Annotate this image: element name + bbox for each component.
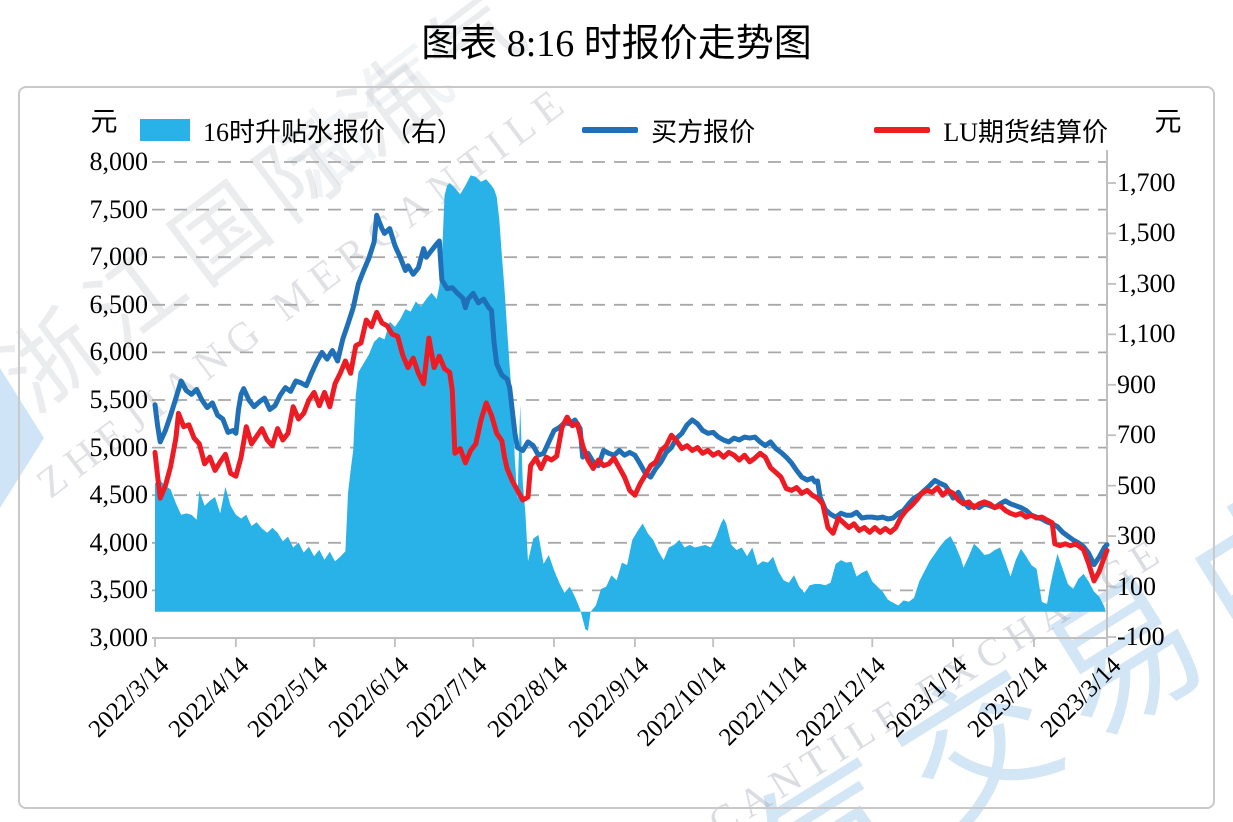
legend-label-lu: LU期货结算价 — [943, 117, 1108, 147]
legend-swatch-area-icon — [140, 119, 190, 141]
left-tick-label: 4,000 — [89, 527, 149, 557]
left-tick-label: 3,000 — [89, 623, 149, 652]
legend-item-premium: 16时升贴水报价（右） — [140, 112, 463, 149]
legend: 16时升贴水报价（右） 买方报价 LU期货结算价 — [140, 112, 1108, 148]
left-tick-label: 6,500 — [89, 289, 149, 319]
left-tick-label: 4,500 — [89, 480, 149, 510]
right-tick-label: 500 — [1117, 470, 1156, 500]
left-tick-label: 8,000 — [89, 147, 149, 176]
right-tick-label: 1,300 — [1117, 268, 1176, 298]
legend-label-premium: 16时升贴水报价（右） — [203, 117, 464, 147]
left-tick-label: 7,500 — [89, 194, 149, 224]
left-tick-label: 7,000 — [89, 242, 149, 272]
right-axis-unit: 元 — [1154, 107, 1182, 137]
right-tick-label: 1,100 — [1117, 319, 1176, 349]
right-tick-label: 1,500 — [1117, 218, 1176, 248]
legend-item-buyer: 买方报价 — [582, 112, 755, 149]
legend-label-buyer: 买方报价 — [651, 117, 756, 147]
chart-card — [18, 86, 1215, 809]
legend-swatch-line-icon — [874, 127, 931, 133]
legend-item-lu: LU期货结算价 — [874, 112, 1108, 149]
left-tick-label: 3,500 — [89, 575, 149, 605]
right-tick-label: -100 — [1117, 622, 1165, 651]
right-tick-label: 900 — [1117, 369, 1156, 399]
left-tick-label: 5,500 — [89, 385, 149, 414]
left-tick-label: 6,000 — [89, 337, 149, 367]
page-title: 图表 8:16 时报价走势图 — [421, 23, 812, 65]
right-tick-label: 100 — [1117, 571, 1156, 601]
area-premium — [155, 175, 1107, 631]
right-tick-label: 700 — [1117, 420, 1156, 450]
right-tick-label: 1,700 — [1117, 168, 1176, 197]
line-buyer — [152, 212, 1110, 568]
left-tick-label: 5,000 — [89, 432, 149, 462]
legend-swatch-line-icon — [582, 127, 639, 133]
line-lu — [152, 309, 1110, 584]
left-axis-unit: 元 — [90, 107, 118, 137]
right-tick-label: 300 — [1117, 521, 1156, 551]
